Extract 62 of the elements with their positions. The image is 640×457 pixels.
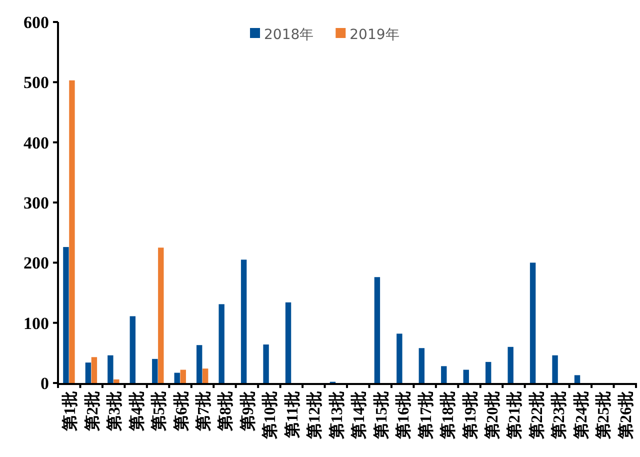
bar <box>196 345 202 383</box>
bar <box>130 316 136 383</box>
x-tick-label: 第21批 <box>506 391 524 440</box>
bar <box>240 260 247 383</box>
x-tick-label: 第11批 <box>283 391 302 440</box>
x-tick-label: 第25批 <box>594 391 613 440</box>
bar <box>174 372 180 383</box>
bar <box>85 362 92 383</box>
x-tick-label: 第16批 <box>394 391 413 440</box>
y-tick-label: 200 <box>24 254 49 273</box>
legend-label: 2018年 <box>264 27 314 43</box>
x-tick-label: 第24批 <box>572 391 590 440</box>
x-tick-label: 第12批 <box>306 391 324 440</box>
y-tick-label: 600 <box>24 13 49 32</box>
bar <box>418 348 425 383</box>
bar <box>202 368 208 383</box>
x-tick-label: 第4批 <box>128 391 146 432</box>
y-tick-label: 0 <box>40 374 49 393</box>
x-tick-label: 第19批 <box>461 391 480 440</box>
bar <box>552 355 558 383</box>
bar <box>396 334 402 383</box>
x-tick-label: 第9批 <box>238 391 257 432</box>
bar <box>218 304 224 383</box>
bar <box>91 357 98 383</box>
x-tick-label: 第17批 <box>416 391 435 440</box>
x-tick-label: 第5批 <box>150 391 168 432</box>
x-tick-label: 第14批 <box>350 391 368 440</box>
x-tick-label: 第6批 <box>172 391 190 432</box>
bar <box>530 262 536 383</box>
bar <box>285 302 292 383</box>
bar <box>180 370 186 383</box>
bar <box>574 375 580 383</box>
bar <box>508 346 514 383</box>
bar <box>441 366 447 383</box>
x-tick-label: 第1批 <box>61 391 80 432</box>
x-tick-label: 第2批 <box>83 391 102 432</box>
x-tick-label: 第10批 <box>261 391 280 440</box>
x-tick-label: 第15批 <box>372 391 390 440</box>
x-tick-label: 第20批 <box>484 391 502 440</box>
x-tick-label: 第3批 <box>106 391 124 432</box>
legend-label: 2019年 <box>350 27 400 43</box>
bar <box>263 344 269 383</box>
bar <box>152 358 158 383</box>
y-tick-label: 500 <box>24 73 49 92</box>
x-tick-label: 第18批 <box>439 391 458 440</box>
bar <box>114 379 120 383</box>
bar <box>463 370 469 383</box>
bar <box>486 362 492 383</box>
bar <box>63 247 69 383</box>
x-tick-label: 第13批 <box>328 391 346 440</box>
x-tick-label: 第22批 <box>528 391 546 440</box>
x-tick-label: 第7批 <box>194 391 212 432</box>
y-tick-label: 100 <box>24 314 49 333</box>
bar <box>69 80 75 383</box>
x-tick-label: 第26批 <box>616 391 635 440</box>
y-tick-label: 300 <box>24 194 49 212</box>
x-tick-label: 第8批 <box>216 391 235 432</box>
y-tick-label: 400 <box>24 133 49 152</box>
bar <box>158 248 164 383</box>
bar <box>108 355 114 383</box>
x-tick-label: 第23批 <box>550 391 568 440</box>
bar <box>374 277 380 383</box>
